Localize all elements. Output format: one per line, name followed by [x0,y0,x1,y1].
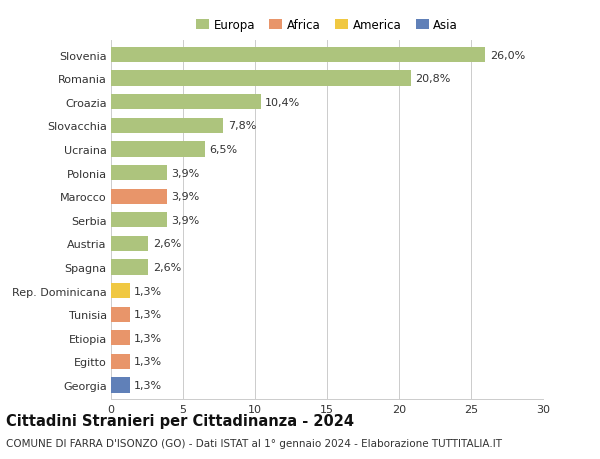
Bar [111,260,148,275]
Text: 20,8%: 20,8% [415,74,450,84]
Bar [111,118,223,134]
Text: 1,3%: 1,3% [134,380,162,390]
Text: 3,9%: 3,9% [172,192,200,202]
Bar [111,142,205,157]
Bar [111,283,130,299]
Text: 1,3%: 1,3% [134,286,162,296]
Bar [111,236,148,252]
Text: 3,9%: 3,9% [172,215,200,225]
Text: 10,4%: 10,4% [265,98,301,107]
Text: COMUNE DI FARRA D'ISONZO (GO) - Dati ISTAT al 1° gennaio 2024 - Elaborazione TUT: COMUNE DI FARRA D'ISONZO (GO) - Dati IST… [6,438,502,448]
Legend: Europa, Africa, America, Asia: Europa, Africa, America, Asia [196,19,458,32]
Bar [111,330,130,346]
Bar [111,213,167,228]
Bar [111,378,130,393]
Bar [111,189,167,204]
Text: 1,3%: 1,3% [134,333,162,343]
Bar [111,354,130,369]
Text: 1,3%: 1,3% [134,309,162,319]
Text: 2,6%: 2,6% [153,239,181,249]
Text: 2,6%: 2,6% [153,263,181,273]
Text: 26,0%: 26,0% [490,50,525,61]
Text: 3,9%: 3,9% [172,168,200,178]
Text: 1,3%: 1,3% [134,357,162,367]
Bar [111,48,485,63]
Text: 6,5%: 6,5% [209,145,237,155]
Text: 7,8%: 7,8% [227,121,256,131]
Bar [111,307,130,322]
Bar [111,95,261,110]
Bar [111,71,410,87]
Text: Cittadini Stranieri per Cittadinanza - 2024: Cittadini Stranieri per Cittadinanza - 2… [6,413,354,428]
Bar [111,166,167,181]
